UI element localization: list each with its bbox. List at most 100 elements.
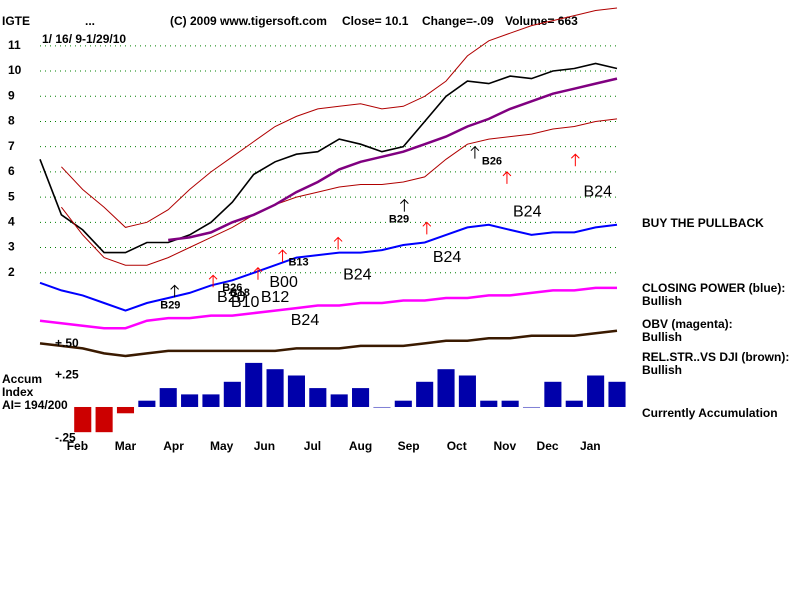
signal-arrow (470, 145, 480, 159)
change: Change=-.09 (422, 14, 494, 28)
signal-label: B20 (217, 289, 246, 306)
copyright: (C) 2009 www.tigersoft.com (170, 14, 327, 28)
volume: Volume= 663 (505, 14, 578, 28)
x-tick-label: Jul (304, 439, 321, 453)
accum-bar (352, 388, 370, 407)
indicator-note: Bullish (642, 330, 682, 344)
signal-arrow (570, 153, 580, 167)
y-tick-label: -.25 (55, 431, 76, 445)
signal-label: B24 (343, 266, 372, 283)
accum-bar (159, 388, 177, 407)
accum-bar (309, 388, 327, 407)
accum-label: Accum (2, 372, 42, 386)
x-tick-label: Oct (447, 439, 467, 453)
accum-bar (522, 406, 541, 408)
signal-label: B26 (222, 282, 242, 294)
accum-bar (501, 400, 519, 407)
signal-label: B24 (291, 312, 320, 329)
accum-bar (95, 406, 113, 433)
indicator-note: Bullish (642, 363, 682, 377)
indicator-note: Currently Accumulation (642, 406, 778, 420)
signal-arrow (208, 274, 218, 288)
accum-bar (245, 362, 263, 407)
date-range: 1/ 16/ 9-1/29/10 (42, 32, 126, 46)
accum-bar (74, 406, 92, 433)
y-tick-label: 8 (8, 114, 15, 128)
indicator-note: REL.STR..VS DJI (brown): (642, 350, 789, 364)
accum-bar (394, 400, 412, 407)
series-line (39, 286, 617, 330)
y-tick-label: 7 (8, 139, 15, 153)
x-tick-label: Dec (537, 439, 559, 453)
accum-bar (202, 394, 220, 407)
indicator-note: CLOSING POWER (blue): (642, 281, 785, 295)
indicator-note: OBV (magenta): (642, 317, 733, 331)
series-line (39, 329, 618, 358)
accum-bar (223, 381, 241, 407)
signal-label: B12 (261, 289, 290, 306)
signal-label: B00 (269, 274, 298, 291)
y-tick-label: 3 (8, 240, 15, 254)
accum-bar (587, 375, 605, 407)
accum-bar (480, 400, 498, 407)
accum-bar (266, 369, 284, 407)
y-tick-label: 2 (8, 265, 15, 279)
signal-label: B18 (230, 287, 250, 299)
close: Close= 10.1 (342, 14, 409, 28)
signal-label: B26 (482, 156, 502, 168)
series-line (39, 62, 618, 254)
accum-bar (608, 381, 626, 407)
accum-bar (116, 406, 135, 414)
y-tick-label: 10 (8, 63, 22, 77)
signal-label: B10 (231, 294, 260, 311)
signal-arrow (170, 284, 179, 298)
y-tick-label: 4 (8, 214, 15, 228)
accum-bar (373, 406, 391, 408)
x-tick-label: May (210, 439, 234, 453)
signal-arrow (333, 236, 343, 250)
accum-bar (330, 394, 348, 407)
indicator-note: Bullish (642, 294, 682, 308)
x-tick-label: Mar (115, 439, 137, 453)
accum-bar (181, 394, 199, 407)
marker: ... (85, 14, 95, 28)
series-line (39, 223, 618, 312)
accum-label: Index (2, 385, 34, 399)
y-tick-label: +.25 (55, 368, 79, 382)
x-tick-label: Feb (67, 439, 88, 453)
accum-bar (458, 375, 476, 407)
y-tick-label: 6 (8, 164, 15, 178)
x-tick-label: Aug (349, 439, 372, 453)
signal-arrow (400, 198, 409, 212)
signal-label: B24 (584, 183, 613, 200)
y-tick-label: 5 (8, 189, 15, 203)
signal-label: B29 (389, 214, 409, 226)
accum-label: AI= 194/200 (2, 398, 68, 412)
signal-label: B29 (160, 299, 180, 311)
indicator-note: BUY THE PULLBACK (642, 216, 764, 230)
signal-label: B24 (433, 249, 462, 266)
x-tick-label: Jan (580, 439, 601, 453)
series-line (61, 118, 618, 266)
x-tick-label: Sep (398, 439, 420, 453)
accum-bar (437, 369, 455, 407)
x-tick-label: Apr (163, 439, 184, 453)
accum-bar (544, 381, 562, 407)
y-tick-label: 11 (8, 38, 21, 52)
x-tick-label: Jun (254, 439, 275, 453)
y-tick-label: +.50 (55, 336, 79, 350)
accum-bar (565, 400, 583, 407)
signal-label: B13 (288, 257, 308, 269)
series-line (168, 77, 618, 242)
signal-arrow (278, 249, 287, 263)
signal-arrow (253, 266, 263, 280)
series-line (61, 7, 618, 228)
signal-arrow (422, 221, 432, 235)
accum-bar (138, 400, 156, 407)
y-tick-label: 9 (8, 88, 15, 102)
accum-bar (416, 381, 434, 407)
x-tick-label: Nov (493, 439, 516, 453)
ticker: IGTE (2, 14, 30, 28)
